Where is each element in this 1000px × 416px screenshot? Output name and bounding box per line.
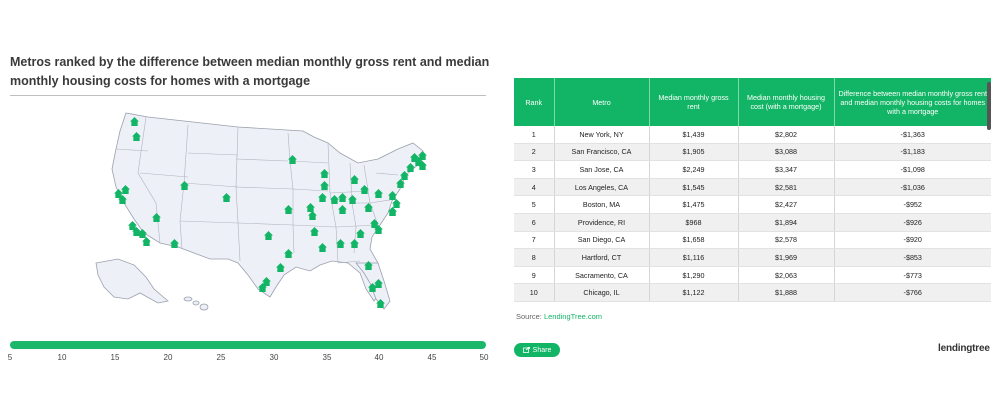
gross-rent-cell: $1,439: [649, 126, 739, 144]
gross-rent-cell: $1,290: [649, 266, 739, 285]
alaska-outline: [95, 258, 169, 304]
metro-cell: Los Angeles, CA: [554, 178, 650, 197]
housing-cost-cell: $2,063: [738, 266, 835, 285]
slider-tick-label: 10: [57, 353, 67, 362]
difference-cell: -$1,363: [834, 126, 991, 144]
table-row: 3 San Jose, CA $2,249 $3,347 -$1,098: [514, 160, 991, 179]
table-row: 2 San Francisco, CA $1,905 $3,088 -$1,18…: [514, 143, 991, 162]
metro-cell: Providence, RI: [554, 213, 650, 232]
us-contiguous-outline: [111, 112, 424, 302]
slider-tick-label: 50: [479, 353, 489, 362]
difference-cell: -$920: [834, 231, 991, 250]
rank-cell: 8: [514, 248, 555, 267]
col-header-gross-rent[interactable]: Median monthly gross rent: [649, 78, 739, 126]
rank-cell: 3: [514, 160, 555, 179]
table-scrollbar[interactable]: [987, 82, 991, 130]
source-line: Source: LendingTree.com: [516, 312, 602, 321]
difference-cell: -$952: [834, 195, 991, 214]
metro-cell: Chicago, IL: [554, 283, 650, 302]
metro-cell: Hartford, CT: [554, 248, 650, 267]
gross-rent-cell: $1,475: [649, 195, 739, 214]
table-row: 6 Providence, RI $968 $1,894 -$926: [514, 213, 991, 232]
share-button[interactable]: Share: [514, 343, 560, 357]
table-row: 5 Boston, MA $1,475 $2,427 -$952: [514, 195, 991, 214]
table-row: 8 Hartford, CT $1,116 $1,969 -$853: [514, 248, 991, 267]
gross-rent-cell: $2,249: [649, 160, 739, 179]
state-borders: [115, 116, 399, 264]
gross-rent-cell: $1,545: [649, 178, 739, 197]
table-body: 1 New York, NY $1,439 $2,802 -$1,363 2 S…: [514, 126, 991, 302]
housing-cost-cell: $3,347: [738, 160, 835, 179]
metro-marker: [128, 221, 137, 230]
difference-cell: -$926: [834, 213, 991, 232]
slider-tick-label: 25: [216, 353, 226, 362]
rank-cell: 6: [514, 213, 555, 232]
col-header-difference[interactable]: Difference between median monthly gross …: [834, 78, 991, 126]
metro-marker: [392, 199, 401, 208]
difference-cell: -$773: [834, 266, 991, 285]
rank-cell: 10: [514, 283, 555, 302]
metro-cell: Sacramento, CA: [554, 266, 650, 285]
rank-cell: 1: [514, 126, 555, 144]
slider-tick-label: 20: [163, 353, 173, 362]
title-divider: [10, 95, 486, 96]
rank-cell: 7: [514, 231, 555, 250]
metro-cell: San Jose, CA: [554, 160, 650, 179]
source-link[interactable]: LendingTree.com: [543, 312, 603, 321]
metro-cell: San Diego, CA: [554, 231, 650, 250]
col-header-metro[interactable]: Metro: [554, 78, 650, 126]
slider-scale: 5 10 15 20 25 30 35 40 45 50: [0, 353, 500, 367]
metro-marker: [142, 237, 151, 246]
rank-cell: 4: [514, 178, 555, 197]
slider-tick-label: 40: [374, 353, 384, 362]
table-row: 1 New York, NY $1,439 $2,802 -$1,363: [514, 126, 991, 144]
housing-cost-cell: $1,969: [738, 248, 835, 267]
slider-tick-label: 45: [427, 353, 437, 362]
housing-cost-cell: $3,088: [738, 143, 835, 162]
housing-cost-cell: $2,802: [738, 126, 835, 144]
rank-cell: 9: [514, 266, 555, 285]
metro-cell: Boston, MA: [554, 195, 650, 214]
rank-cell: 2: [514, 143, 555, 162]
rank-cell: 5: [514, 195, 555, 214]
difference-cell: -$1,183: [834, 143, 991, 162]
rank-range-slider[interactable]: [10, 341, 486, 349]
metro-cell: San Francisco, CA: [554, 143, 650, 162]
slider-tick-label: 35: [322, 353, 332, 362]
difference-cell: -$853: [834, 248, 991, 267]
chart-title: Metros ranked by the difference between …: [10, 55, 490, 88]
gross-rent-cell: $1,658: [649, 231, 739, 250]
slider-tick-label: 5: [7, 353, 13, 362]
housing-cost-cell: $2,578: [738, 231, 835, 250]
gross-rent-cell: $1,116: [649, 248, 739, 267]
housing-cost-cell: $1,888: [738, 283, 835, 302]
table-header-row: Rank Metro Median monthly gross rent Med…: [514, 78, 991, 126]
col-header-housing-cost[interactable]: Median monthly housing cost (with a mort…: [738, 78, 835, 126]
lendingtree-logo: lendingtree: [938, 343, 990, 354]
gross-rent-cell: $1,905: [649, 143, 739, 162]
housing-cost-cell: $2,427: [738, 195, 835, 214]
difference-cell: -$766: [834, 283, 991, 302]
difference-cell: -$1,098: [834, 160, 991, 179]
metro-table-panel: Rank Metro Median monthly gross rent Med…: [514, 78, 991, 302]
us-map: [95, 112, 427, 311]
slider-tick-label: 15: [110, 353, 120, 362]
table-row: 4 Los Angeles, CA $1,545 $2,581 -$1,036: [514, 178, 991, 197]
metro-ranking-table: Rank Metro Median monthly gross rent Med…: [514, 78, 991, 302]
metro-cell: New York, NY: [554, 126, 650, 144]
share-label: Share: [532, 346, 552, 354]
housing-cost-cell: $1,894: [738, 213, 835, 232]
hawaii-outline: [183, 296, 209, 311]
source-label: Source:: [516, 312, 542, 321]
col-header-rank[interactable]: Rank: [514, 78, 555, 126]
slider-tick-label: 30: [269, 353, 279, 362]
table-row: 7 San Diego, CA $1,658 $2,578 -$920: [514, 231, 991, 250]
housing-cost-cell: $2,581: [738, 178, 835, 197]
share-icon: [522, 347, 530, 353]
table-row: 10 Chicago, IL $1,122 $1,888 -$766: [514, 283, 991, 302]
gross-rent-cell: $968: [649, 213, 739, 232]
gross-rent-cell: $1,122: [649, 283, 739, 302]
table-row: 9 Sacramento, CA $1,290 $2,063 -$773: [514, 266, 991, 285]
difference-cell: -$1,036: [834, 178, 991, 197]
